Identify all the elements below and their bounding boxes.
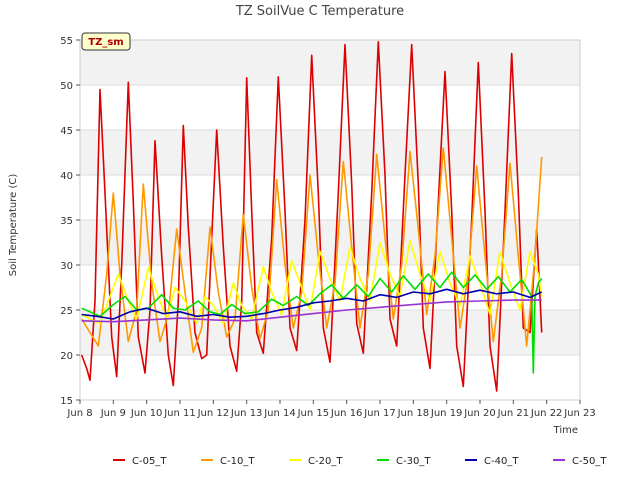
x-tick-label: Jun 23 [563, 408, 596, 419]
x-tick-label: Jun 14 [263, 408, 296, 419]
x-tick-label: Jun 11 [163, 408, 196, 419]
legend-label: C-20_T [308, 456, 343, 467]
x-tick-label: Jun 21 [497, 408, 530, 419]
y-tick-label: 15 [60, 396, 73, 407]
chart-title: TZ SoilVue C Temperature [235, 4, 404, 19]
series-line-c-20-t [81, 239, 543, 325]
legend-label: C-50_T [572, 456, 607, 467]
series-line-c-40-t [81, 288, 543, 320]
site-badge: TZ_sm [81, 32, 131, 51]
legend: C-05_T C-10_T C-20_T C-30_T C-40_T C-50_T [113, 456, 607, 467]
x-tick-label: Jun 20 [463, 408, 496, 419]
y-tick-label: 20 [60, 351, 73, 362]
x-tick-label: Jun 16 [330, 408, 363, 419]
x-tick-label: Jun 22 [530, 408, 563, 419]
x-tick-label: Jun 8 [66, 408, 92, 419]
legend-label: C-40_T [484, 456, 519, 467]
x-tick-label: Jun 10 [130, 408, 163, 419]
y-tick-label: 55 [60, 36, 73, 47]
y-axis-label: Soil Temperature (C) [8, 174, 19, 277]
x-tick-label: Jun 12 [197, 408, 230, 419]
series-line-c-30-t [81, 271, 543, 374]
plot-band [80, 40, 580, 85]
y-tick-label: 50 [60, 81, 73, 92]
y-axis-ticks: 15 20 25 30 35 40 45 50 55 [60, 36, 80, 407]
x-tick-label: Jun 13 [230, 408, 263, 419]
y-tick-label: 30 [60, 261, 73, 272]
x-axis-label: Time [553, 425, 578, 436]
plot-band [80, 130, 580, 175]
site-badge-box [81, 32, 131, 51]
x-tick-label: Jun 9 [100, 408, 126, 419]
x-tick-label: Jun 17 [363, 408, 396, 419]
x-tick-label: Jun 15 [297, 408, 330, 419]
legend-label: C-30_T [396, 456, 431, 467]
legend-label: C-05_T [132, 456, 167, 467]
series-line-c-50-t [81, 299, 542, 323]
y-tick-label: 25 [60, 306, 73, 317]
x-axis-ticks: Jun 8 Jun 9 Jun 10 Jun 11 Jun 12 Jun 13 Jun 14… [66, 400, 596, 419]
site-badge-text: TZ_sm [88, 37, 123, 48]
y-tick-label: 45 [60, 126, 73, 137]
y-tick-label: 35 [60, 216, 73, 227]
legend-label: C-10_T [220, 456, 255, 467]
y-tick-label: 40 [60, 171, 73, 182]
x-tick-label: Jun 19 [430, 408, 463, 419]
plot-band [80, 220, 580, 265]
x-tick-label: Jun 18 [397, 408, 430, 419]
series-line-c-05-t [80, 40, 543, 392]
series-layer [80, 40, 543, 392]
